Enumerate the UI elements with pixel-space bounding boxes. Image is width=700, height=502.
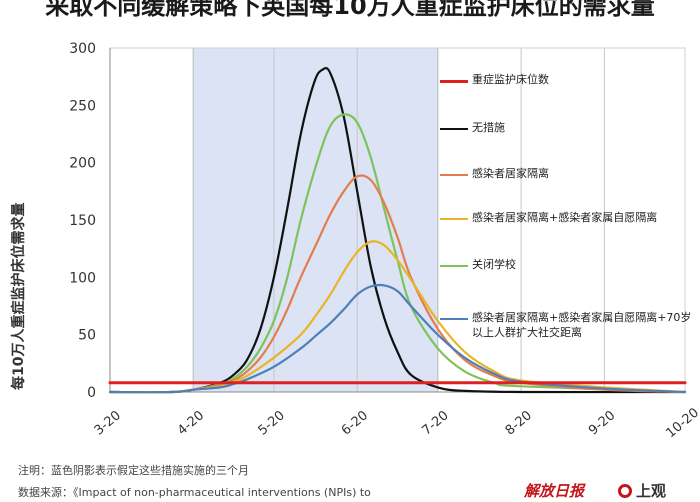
- series-layer: [108, 66, 687, 394]
- legend-label-2: 关闭学校: [472, 258, 516, 271]
- jiefang-daily-logo: 解放日报: [524, 480, 584, 502]
- legend-swatch-4: [440, 218, 468, 220]
- legend-swatch-0: [440, 80, 468, 83]
- series-line-5: [108, 283, 687, 394]
- legend-swatch-1: [440, 128, 468, 130]
- shaded-period-layer: [192, 48, 439, 392]
- y-tick-label-150: 150: [69, 213, 96, 229]
- x-tick-label-7-20: 7-20: [419, 408, 451, 438]
- x-tick-label-8-20: 8-20: [503, 408, 535, 438]
- series-line-2: [108, 113, 687, 394]
- x-tick-label-3-20: 3-20: [92, 408, 124, 438]
- x-tick-label-9-20: 9-20: [586, 408, 618, 438]
- note-source: 数据来源：《Impact of non-pharmaceutical inter…: [18, 486, 371, 499]
- y-tick-label-200: 200: [69, 156, 96, 172]
- x-tick-label-10-20: 10-20: [663, 405, 700, 441]
- x-tick-label-4-20: 4-20: [175, 408, 207, 438]
- legend-label-5: 感染者居家隔离+感染者家属自愿隔离+70岁以上人群扩大社交距离: [472, 311, 692, 339]
- legend-swatch-5: [440, 318, 468, 320]
- y-tick-label-50: 50: [78, 328, 96, 344]
- legend-swatch-2: [440, 265, 468, 267]
- shangguan-logo-icon: [618, 484, 632, 498]
- legend-swatch-3: [440, 174, 468, 176]
- shangguan-logo: 上观: [618, 480, 666, 502]
- y-tick-label-300: 300: [69, 41, 96, 57]
- legend-label-3: 感染者居家隔离: [472, 167, 549, 180]
- legend-label-0: 重症监护床位数: [472, 73, 549, 86]
- legend-label-1: 无措施: [472, 121, 505, 134]
- series-line-1: [108, 66, 687, 394]
- y-tick-label-100: 100: [69, 270, 96, 286]
- x-tick-label-5-20: 5-20: [256, 408, 288, 438]
- y-axis-label: 每10万人重症监护床位需求量: [11, 202, 27, 390]
- legend-label-4: 感染者居家隔离+感染者家属自愿隔离: [472, 211, 658, 224]
- jiefang-daily-logo-text: 解放日报: [524, 482, 585, 500]
- y-tick-label-250: 250: [69, 98, 96, 114]
- shaded-intervention-period: [193, 48, 438, 392]
- x-tick-label-6-20: 6-20: [339, 408, 371, 438]
- note-shading: 注明：蓝色阴影表示假定这些措施实施的三个月: [18, 464, 249, 477]
- shangguan-logo-text: 上观: [636, 482, 667, 500]
- chart-title: 采取不同缓解策略下英国每10万人重症监护床位的需求量: [45, 0, 655, 20]
- y-tick-label-0: 0: [87, 385, 96, 401]
